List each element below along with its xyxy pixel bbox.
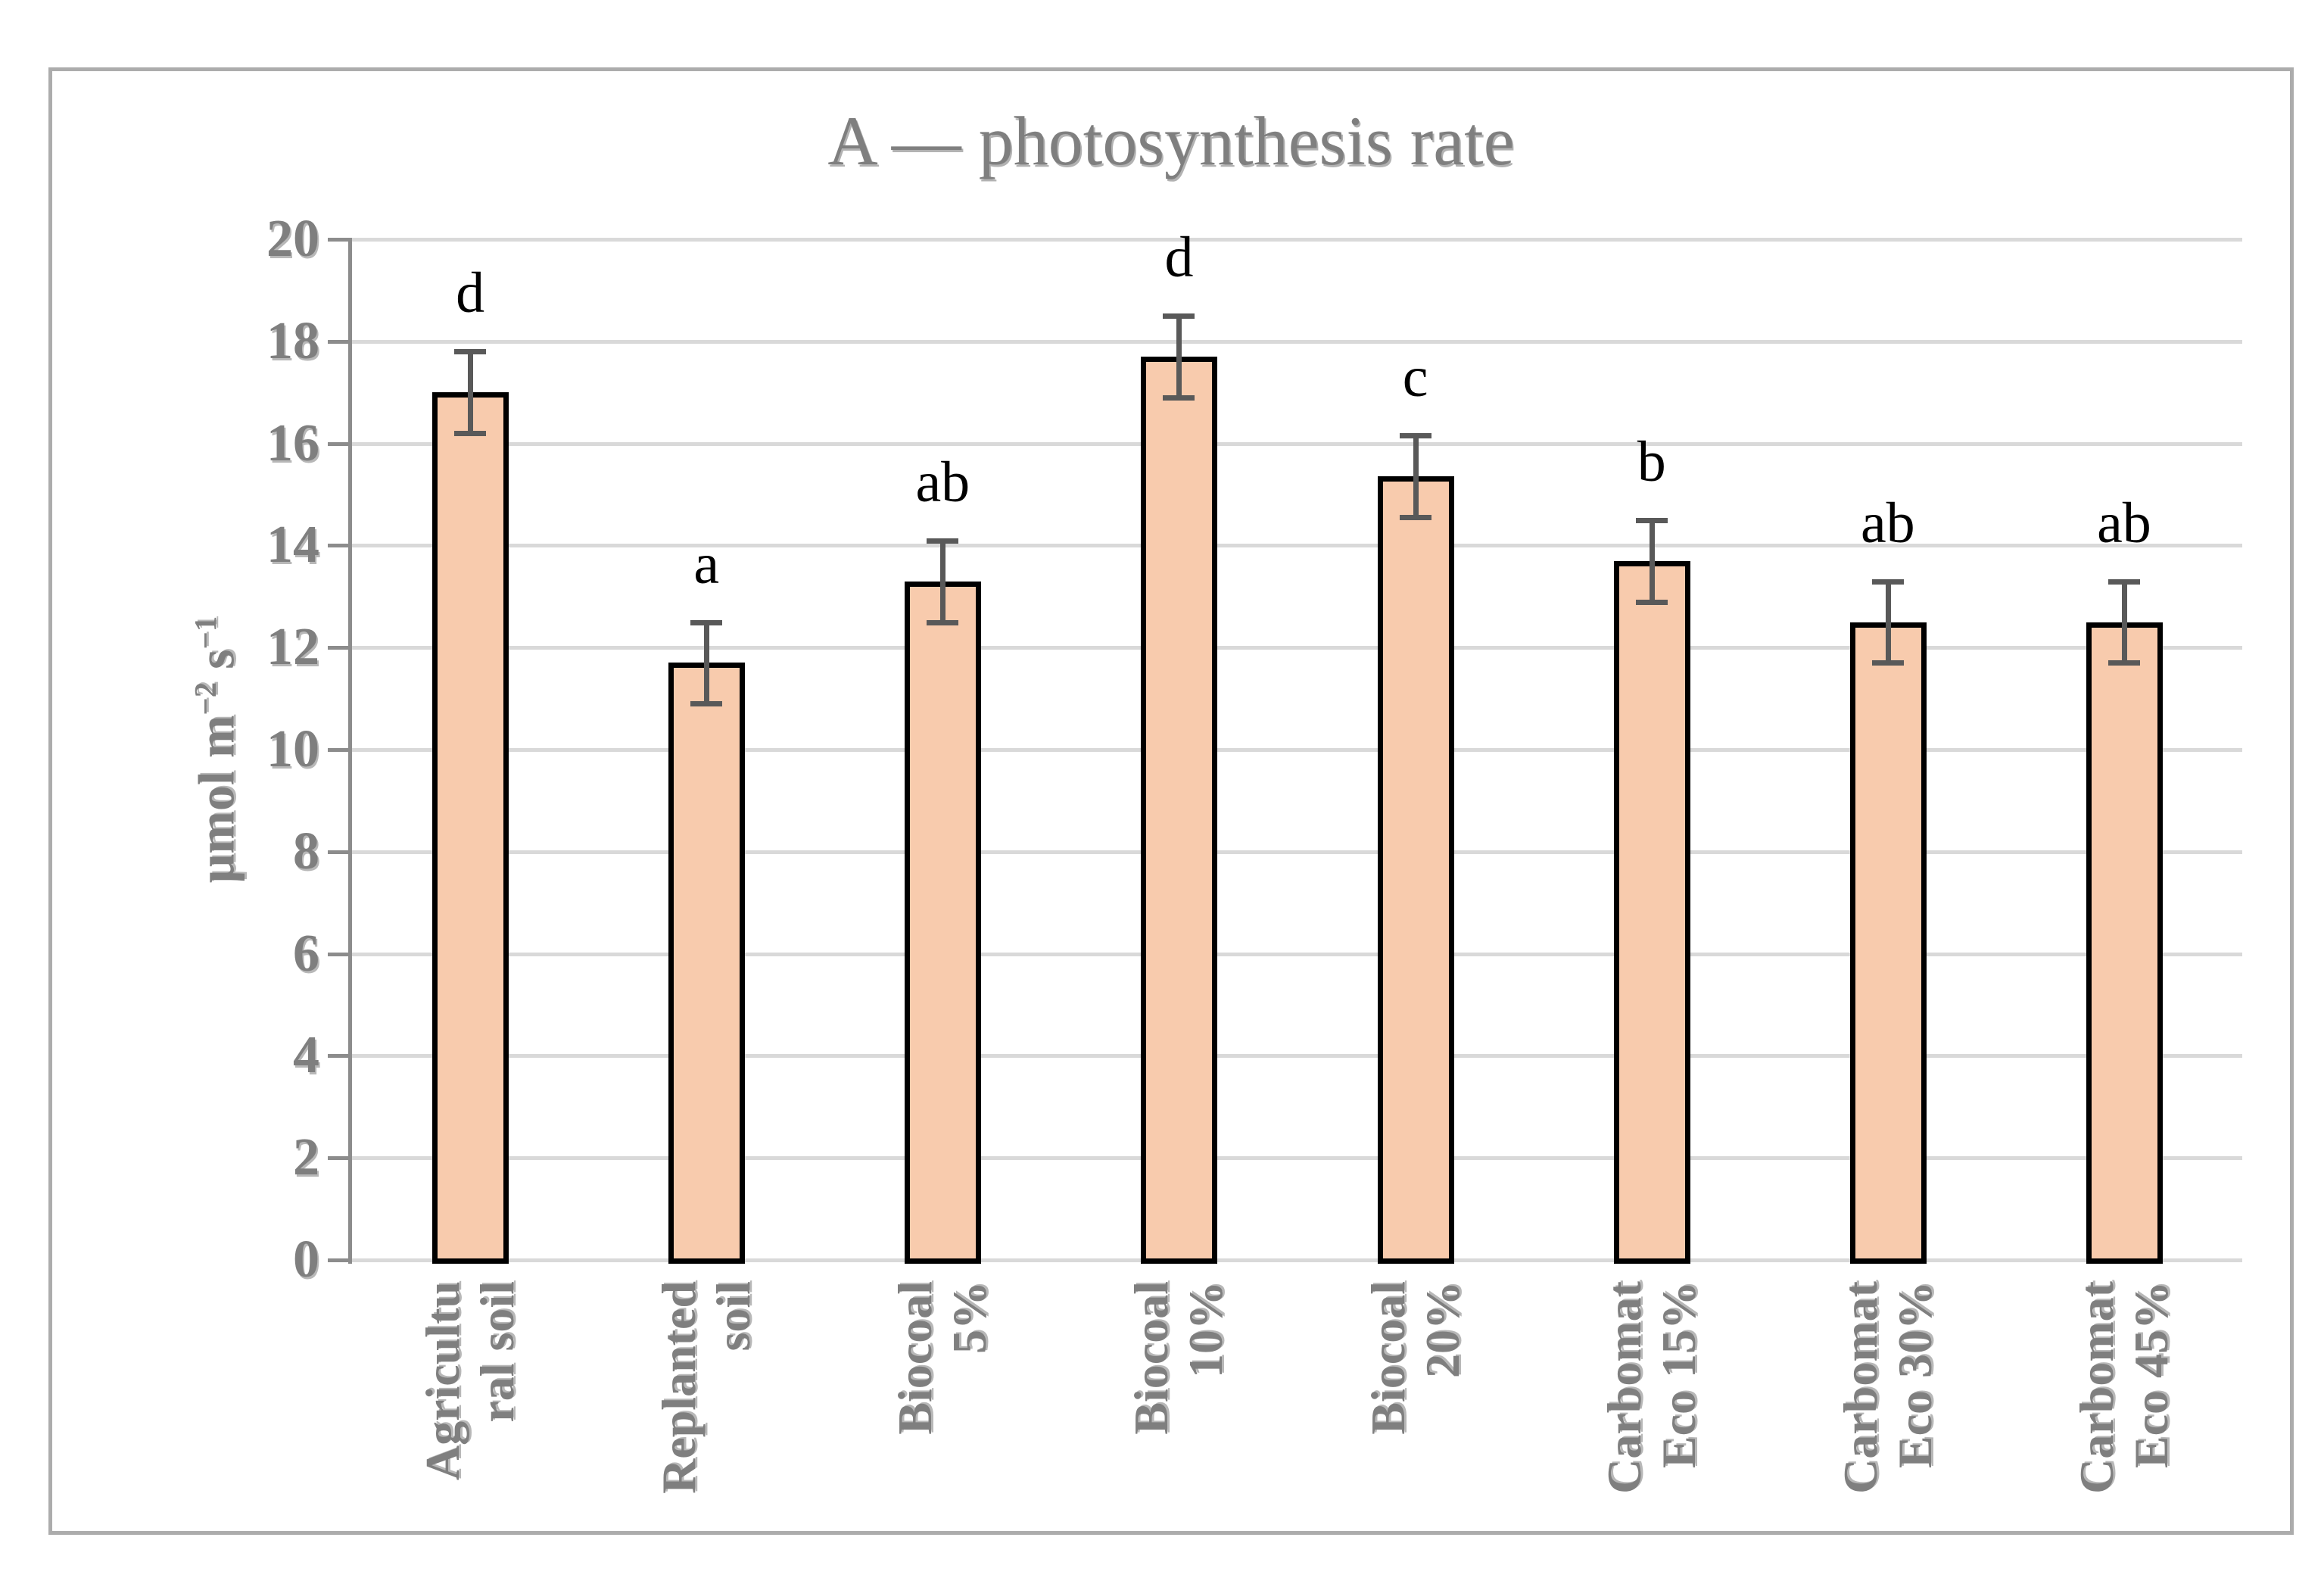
error-bar-stem (1176, 316, 1182, 398)
y-axis-tick (328, 748, 352, 752)
y-tick-label: 6 (293, 924, 319, 983)
y-axis-unit-exponent-1: −2 (188, 681, 223, 716)
y-tick-label: 4 (293, 1026, 319, 1085)
y-axis-tick (328, 952, 352, 956)
y-axis-tick (328, 646, 352, 650)
error-bar-cap-bottom (2107, 660, 2140, 666)
y-tick-label: 20 (266, 210, 319, 268)
bar (1849, 622, 1927, 1264)
y-tick-label: 10 (266, 720, 319, 778)
y-axis-unit-exponent-2: −1 (188, 616, 223, 650)
y-axis-tick (328, 1054, 352, 1059)
error-bar-cap-top (454, 349, 487, 355)
significance-letter: ab (1860, 491, 1915, 555)
error-bar-cap-top (1635, 517, 1668, 523)
error-bar-cap-bottom (1635, 599, 1668, 605)
error-bar-stem (2121, 581, 2127, 663)
y-axis-tick (328, 1156, 352, 1161)
y-axis-unit-prefix: μmol m (187, 715, 245, 884)
significance-letter: c (1402, 345, 1428, 410)
error-bar-stem (468, 351, 474, 434)
y-axis-tick (328, 544, 352, 548)
y-axis-title: μmol m−2 s−1 (187, 616, 247, 884)
y-tick-label: 16 (266, 413, 319, 472)
significance-letter: ab (915, 450, 970, 514)
gridline (352, 1258, 2242, 1262)
y-tick-label: 14 (266, 516, 319, 575)
significance-letter: d (1164, 226, 1194, 290)
gridline (352, 952, 2242, 956)
y-axis-tick (328, 850, 352, 854)
error-bar-cap-bottom (927, 619, 959, 625)
y-axis-tick (328, 441, 352, 446)
x-category-label: Carbomat Eco 30% (1833, 1281, 1942, 1494)
error-bar-stem (1413, 435, 1419, 518)
bar (905, 581, 982, 1264)
error-bar-cap-top (690, 619, 723, 625)
x-category-label: Biocoal 20% (1360, 1281, 1469, 1435)
gridline (352, 850, 2242, 854)
x-category-label: Carbomat Eco 15% (1597, 1281, 1706, 1494)
y-axis-tick (328, 238, 352, 242)
error-bar-cap-bottom (454, 431, 487, 437)
x-category-label: Carbomat Eco 45% (2069, 1281, 2178, 1494)
significance-letter: b (1637, 429, 1666, 494)
gridline (352, 339, 2242, 344)
x-category-label: Biocoal 10% (1124, 1281, 1233, 1435)
error-bar-stem (1885, 581, 1891, 663)
y-axis-tick (328, 339, 352, 344)
error-bar-stem (940, 540, 946, 622)
gridline (352, 441, 2242, 446)
x-category-label: Biocoal 5% (888, 1281, 997, 1435)
significance-letter: d (456, 261, 485, 326)
gridline (352, 544, 2242, 548)
error-bar-cap-bottom (1399, 515, 1431, 521)
significance-letter: ab (2097, 491, 2151, 555)
significance-letter: a (693, 532, 720, 596)
gridline (352, 646, 2242, 650)
y-tick-label: 8 (293, 822, 319, 881)
y-tick-label: 18 (266, 311, 319, 370)
error-bar-cap-bottom (1871, 660, 1904, 666)
gridline (352, 748, 2242, 752)
error-bar-stem (1649, 519, 1655, 602)
y-axis-line (348, 238, 352, 1264)
bar (2086, 622, 2163, 1264)
error-bar-stem (704, 622, 710, 704)
x-category-label: Agricultu ral soil (416, 1281, 525, 1481)
gridline (352, 1156, 2242, 1161)
chart-title: A — photosynthesis rate (827, 102, 1515, 179)
error-bar-cap-top (1399, 433, 1431, 439)
error-bar-cap-top (1871, 578, 1904, 585)
y-axis-tick (328, 1258, 352, 1262)
error-bar-cap-top (1163, 313, 1195, 320)
error-bar-cap-top (927, 538, 959, 544)
error-bar-cap-bottom (690, 701, 723, 707)
bar (1141, 357, 1218, 1264)
error-bar-cap-bottom (1163, 394, 1195, 401)
y-tick-label: 0 (293, 1230, 319, 1289)
gridline (352, 238, 2242, 242)
error-bar-cap-top (2107, 578, 2140, 585)
y-tick-label: 2 (293, 1128, 319, 1187)
gridline (352, 1054, 2242, 1059)
x-category-label: Replanted soil (652, 1281, 761, 1494)
bar (1613, 560, 1690, 1264)
y-axis-unit-mid: s (187, 649, 245, 682)
bar (668, 663, 746, 1264)
bar (432, 392, 509, 1264)
y-tick-label: 12 (266, 618, 319, 677)
bar (1377, 476, 1454, 1264)
